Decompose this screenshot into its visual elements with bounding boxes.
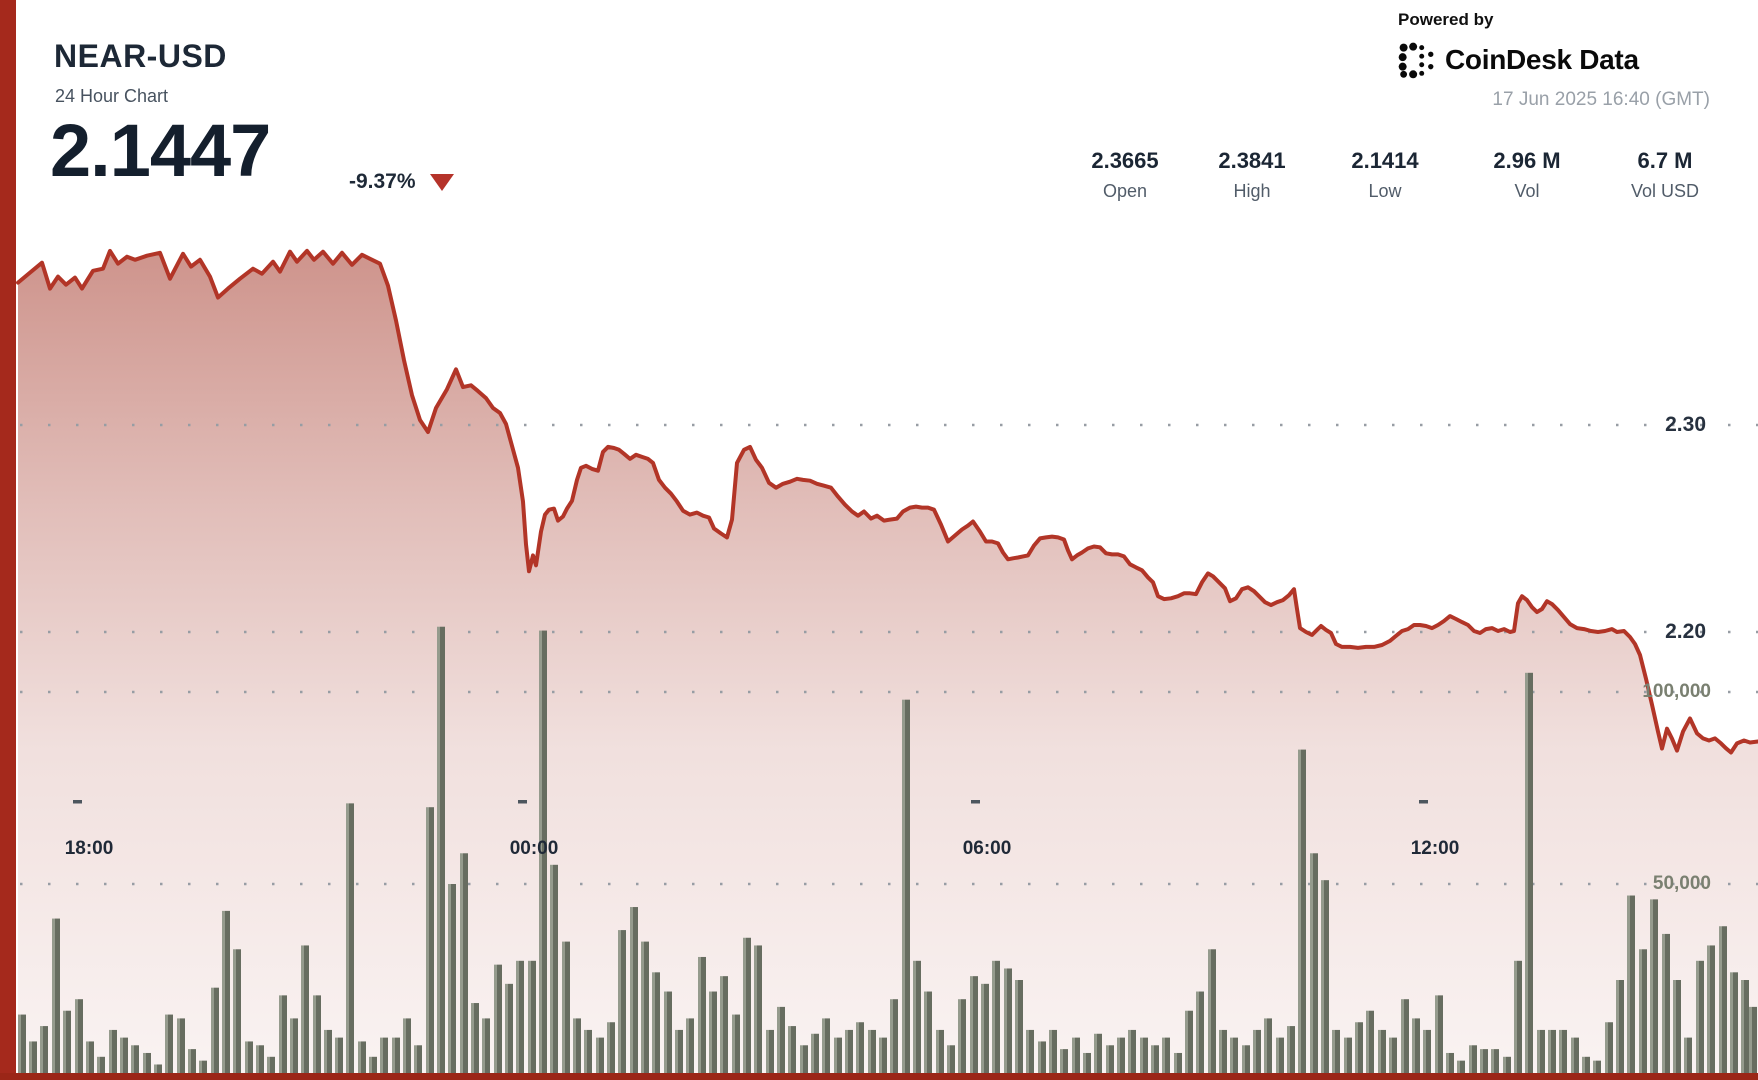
coindesk-brand-text: CoinDesk Data (1445, 44, 1639, 75)
x-axis-label-0000: 00:00 (509, 838, 559, 859)
stat-open: 2.3665 Open (1091, 148, 1158, 202)
last-price: 2.1447 (50, 109, 271, 192)
price-change-percent: -9.37% (349, 170, 416, 193)
left-accent-bar (0, 0, 16, 1080)
stat-vol: 2.96 M Vol (1493, 148, 1560, 202)
y-axis-price-label-230: 2.30 (1665, 413, 1706, 436)
y-axis-volume-label-50k: 50,000 (1652, 873, 1711, 894)
stat-vol-usd: 6.7 M Vol USD (1631, 148, 1699, 202)
chart-timestamp: 17 Jun 2025 16:40 (GMT) (1492, 89, 1710, 110)
stat-open-value: 2.3665 (1091, 148, 1159, 173)
stat-vol-value: 2.96 M (1493, 148, 1561, 173)
stat-low-value: 2.1414 (1351, 148, 1419, 173)
x-axis-label-1800: 18:00 (64, 838, 114, 859)
stat-vol-label: Vol (1514, 181, 1540, 201)
stat-low: 2.1414 Low (1351, 148, 1418, 202)
down-arrow-icon (429, 173, 454, 191)
stat-low-label: Low (1368, 181, 1402, 201)
coindesk-brand[interactable]: CoinDesk Data (1396, 40, 1710, 80)
chart-subtitle: 24 Hour Chart (55, 86, 169, 106)
stat-vol-usd-value: 6.7 M (1637, 148, 1693, 173)
powered-by-label: Powered by (1398, 10, 1494, 29)
bottom-accent-bar (0, 1073, 1758, 1080)
price-change: -9.37% (349, 170, 454, 194)
stat-open-label: Open (1102, 181, 1148, 201)
attribution-block: Powered by CoinDesk Data 17 Jun 2025 16:… (1396, 10, 1710, 111)
x-axis-label-0600: 06:00 (962, 838, 1012, 859)
stat-vol-usd-label: Vol USD (1630, 181, 1700, 201)
y-axis-price-label-220: 2.20 (1665, 620, 1706, 643)
y-axis-volume-label-100k: 100,000 (1642, 681, 1711, 702)
stat-high-label: High (1233, 181, 1271, 201)
page-title-symbol: NEAR-USD (54, 38, 227, 74)
stat-high: 2.3841 High (1218, 148, 1285, 202)
coindesk-logo-icon (1398, 42, 1434, 79)
stat-high-value: 2.3841 (1218, 148, 1286, 173)
x-axis-label-1200: 12:00 (1410, 838, 1460, 859)
